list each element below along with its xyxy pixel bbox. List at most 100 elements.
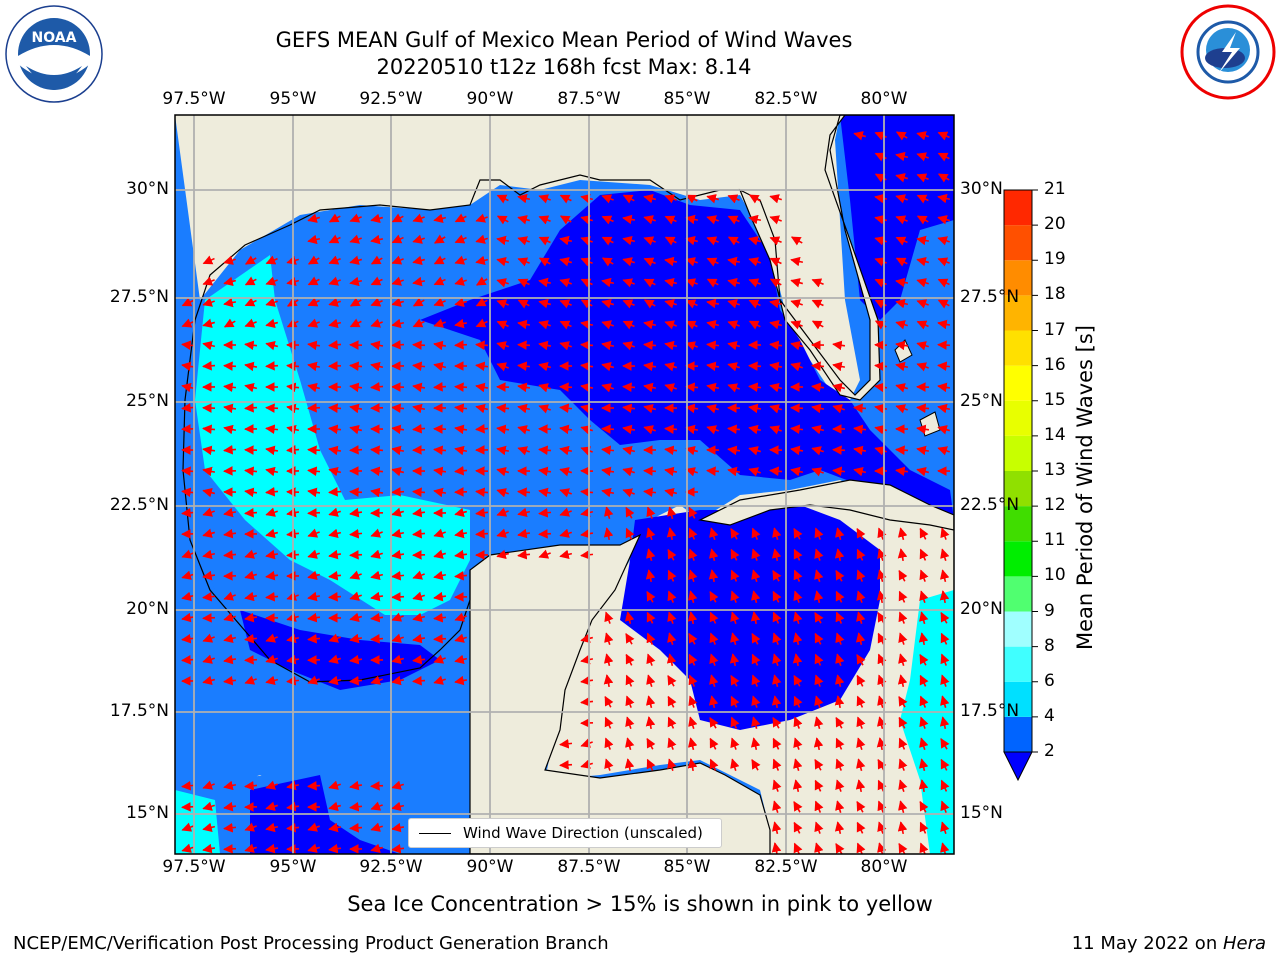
wave-direction-arrow — [940, 653, 950, 666]
wave-direction-arrow — [834, 674, 845, 688]
wave-direction-arrow — [919, 527, 929, 540]
wave-direction-arrow — [370, 570, 384, 581]
wave-direction-arrow — [580, 487, 594, 498]
wave-direction-arrow — [748, 382, 762, 393]
wave-direction-arrow — [181, 655, 195, 665]
wave-direction-arrow — [877, 800, 887, 813]
wave-direction-arrow — [748, 194, 761, 204]
legend-line-icon — [419, 832, 451, 834]
wave-direction-arrow — [265, 507, 278, 517]
wave-direction-arrow — [940, 737, 950, 750]
wave-direction-arrow — [937, 446, 950, 456]
wave-direction-arrow — [496, 403, 510, 414]
wave-direction-arrow — [937, 278, 950, 288]
colorbar-segment — [1004, 400, 1032, 436]
wave-direction-arrow — [856, 737, 866, 750]
wave-direction-arrow — [939, 569, 950, 583]
wave-direction-arrow — [706, 236, 719, 246]
wave-direction-arrow — [750, 611, 761, 625]
wave-direction-arrow — [664, 194, 677, 204]
wave-direction-arrow — [814, 548, 824, 561]
wave-direction-arrow — [814, 674, 824, 687]
wave-direction-arrow — [748, 424, 762, 435]
wave-direction-arrow — [793, 611, 803, 624]
wave-direction-arrow — [643, 319, 657, 330]
wave-direction-arrow — [475, 234, 488, 244]
wave-direction-arrow — [685, 194, 698, 204]
wave-direction-arrow — [688, 590, 698, 604]
wave-direction-arrow — [790, 466, 804, 477]
wave-direction-arrow — [391, 507, 405, 517]
wave-direction-arrow — [751, 548, 761, 561]
wave-direction-arrow — [814, 842, 824, 854]
wave-direction-arrow — [601, 215, 614, 225]
lat-tick-label: 30°N — [126, 179, 169, 199]
wave-direction-arrow — [370, 466, 384, 477]
wave-direction-arrow — [811, 424, 825, 435]
colorbar-tick-label: 9 — [1044, 600, 1055, 621]
wave-direction-arrow — [580, 319, 594, 330]
wave-direction-arrow — [834, 821, 845, 835]
wave-direction-arrow — [433, 445, 447, 456]
wave-direction-arrow — [667, 674, 677, 687]
wave-direction-arrow — [939, 716, 950, 730]
wave-direction-arrow — [792, 653, 803, 667]
wave-direction-arrow — [307, 403, 321, 413]
wave-direction-arrow — [685, 467, 698, 477]
wave-direction-arrow — [688, 674, 698, 687]
wave-direction-arrow — [895, 173, 909, 183]
wave-direction-arrow — [790, 278, 804, 288]
wave-direction-arrow — [580, 193, 594, 204]
wave-direction-arrow — [835, 737, 845, 750]
footer-host: Hera — [1222, 933, 1266, 954]
wave-direction-arrow — [328, 801, 342, 812]
wave-direction-arrow — [244, 318, 257, 328]
wave-direction-arrow — [730, 569, 740, 582]
wave-direction-arrow — [349, 780, 363, 791]
wave-direction-arrow — [580, 528, 594, 539]
wave-direction-arrow — [937, 382, 951, 393]
wave-direction-arrow — [706, 425, 719, 435]
wave-direction-arrow — [538, 257, 551, 267]
wave-direction-arrow — [877, 653, 887, 666]
wave-direction-arrow — [328, 822, 342, 833]
wave-direction-arrow — [727, 320, 740, 330]
wave-direction-arrow — [391, 297, 405, 307]
wave-direction-arrow — [454, 528, 468, 539]
wave-direction-arrow — [898, 695, 908, 708]
wave-direction-arrow — [496, 299, 509, 309]
wave-direction-arrow — [919, 674, 929, 687]
wave-direction-arrow — [181, 633, 195, 644]
wave-direction-arrow — [706, 361, 720, 372]
colorbar-segment — [1004, 716, 1032, 752]
wave-direction-arrow — [412, 361, 426, 372]
wave-direction-arrow — [793, 821, 803, 834]
wave-direction-arrow — [223, 612, 236, 622]
wave-direction-arrow — [706, 298, 720, 309]
wave-direction-arrow — [748, 320, 761, 330]
wave-direction-arrow — [349, 255, 363, 265]
wave-direction-arrow — [412, 318, 425, 328]
wave-direction-arrow — [855, 632, 866, 646]
wave-direction-arrow — [517, 446, 530, 456]
wave-direction-arrow — [853, 131, 867, 141]
wave-direction-arrow — [517, 507, 531, 518]
wave-direction-arrow — [601, 466, 615, 477]
wave-direction-arrow — [517, 340, 531, 350]
wave-direction-arrow — [496, 341, 509, 351]
wave-direction-arrow — [223, 361, 237, 371]
wave-direction-arrow — [559, 320, 572, 330]
cuba-land — [698, 479, 954, 531]
wave-direction-arrow — [667, 548, 677, 561]
wave-direction-arrow — [667, 716, 677, 729]
wave-direction-arrow — [790, 403, 804, 413]
wave-direction-arrow — [748, 403, 762, 414]
wave-direction-arrow — [307, 528, 320, 538]
wave-direction-arrow — [307, 508, 321, 518]
wave-direction-arrow — [580, 382, 594, 393]
wave-direction-arrow — [730, 632, 740, 646]
wave-direction-arrow — [687, 611, 698, 625]
colorbar-tick-label: 11 — [1044, 530, 1066, 551]
wave-direction-arrow — [307, 591, 321, 602]
wave-direction-arrow — [265, 780, 278, 790]
